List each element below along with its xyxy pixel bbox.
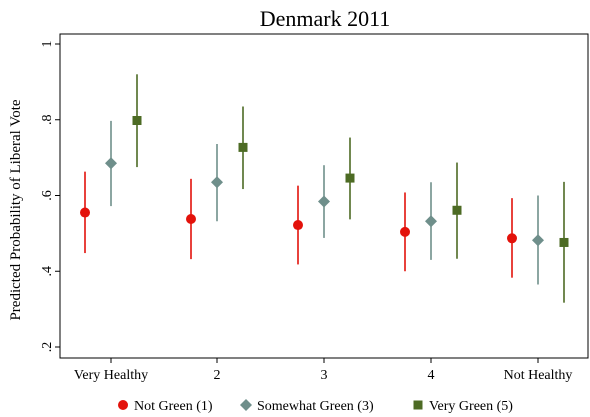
data-point <box>105 157 117 170</box>
x-tick-label: Not Healthy <box>504 368 573 383</box>
legend-marker <box>413 400 423 410</box>
series-2 <box>105 120 544 285</box>
x-tick-label: 4 <box>428 368 435 383</box>
series-1 <box>80 171 517 278</box>
y-tick-label: 1 <box>40 41 55 48</box>
series-3 <box>132 74 569 303</box>
plot-marks <box>80 74 569 303</box>
x-axis: Very Healthy 2 3 4 Not Healthy <box>74 358 573 383</box>
x-tick-label: 2 <box>214 368 221 383</box>
y-tick-label: .8 <box>40 115 55 126</box>
x-tick-label: 3 <box>321 368 328 383</box>
data-point <box>318 195 330 208</box>
data-point <box>186 213 196 224</box>
data-point <box>559 237 569 247</box>
legend-marker <box>118 400 128 410</box>
data-point <box>80 207 90 218</box>
y-tick-label: .2 <box>40 342 55 353</box>
data-point <box>132 116 142 126</box>
data-point <box>238 142 248 152</box>
legend-marker <box>240 399 252 411</box>
chart-title: Denmark 2011 <box>260 6 391 31</box>
data-point <box>452 205 462 215</box>
legend-label: Very Green (5) <box>429 399 513 414</box>
x-tick-label: Very Healthy <box>74 368 148 383</box>
legend: Not Green (1) Somewhat Green (3) Very Gree… <box>118 399 513 414</box>
y-axis-label: Predicted Probability of Liberal Vote <box>8 99 24 320</box>
data-point <box>425 215 437 228</box>
legend-label: Somewhat Green (3) <box>257 399 374 414</box>
legend-label: Not Green (1) <box>134 399 213 414</box>
data-point <box>532 234 544 247</box>
y-tick-label: .4 <box>40 266 55 277</box>
y-axis: .2 .4 .6 .8 1 <box>40 41 60 353</box>
y-tick-label: .6 <box>40 190 55 201</box>
data-point <box>293 220 303 231</box>
data-point <box>211 176 223 189</box>
data-point <box>507 233 517 244</box>
data-point <box>400 226 410 237</box>
data-point <box>345 173 355 183</box>
